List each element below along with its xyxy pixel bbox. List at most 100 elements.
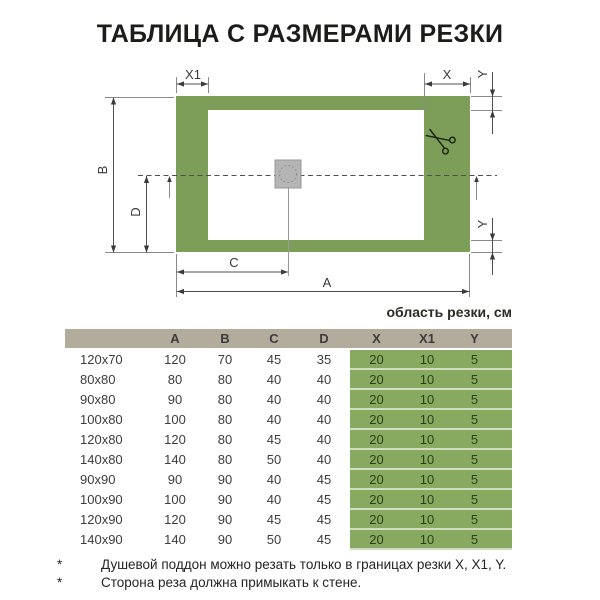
size-cell: 100x90 xyxy=(80,492,123,507)
dim-label-a: A xyxy=(323,275,332,290)
cutting-diagram: X1 X Y Y xyxy=(95,67,502,297)
value-cell: 40 xyxy=(266,412,282,427)
footnote-text: Сторона реза должна примыкать к стене. xyxy=(101,575,362,590)
table-row: 90x90 90 90 40 45 20 10 5 xyxy=(65,470,512,490)
dim-x: X xyxy=(424,67,471,110)
value-cell: 100 xyxy=(164,492,186,507)
drain-icon xyxy=(274,159,302,276)
value-cell: 45 xyxy=(266,512,282,527)
table-header-row: A B C D X X1 Y xyxy=(65,329,512,348)
size-table: A B C D X X1 Y 120x70 120 70 45 35 20 10 5 80x80 80 80 40… xyxy=(65,329,512,550)
scissors-icon xyxy=(425,128,456,155)
value-cell: 5 xyxy=(451,410,512,430)
cutting-area-label: область резки, см xyxy=(386,304,512,320)
value-cell: 100 xyxy=(164,412,186,427)
value-cell: 40 xyxy=(316,372,332,387)
value-cell: 45 xyxy=(316,532,332,547)
value-cell: 20 xyxy=(350,370,403,390)
value-cell: 80 xyxy=(217,412,233,427)
value-cell: 40 xyxy=(316,412,332,427)
value-cell: 40 xyxy=(266,472,282,487)
value-cell: 80 xyxy=(217,432,233,447)
table-row: 100x80 100 80 40 40 20 10 5 xyxy=(65,410,512,430)
value-cell: 40 xyxy=(266,392,282,407)
value-cell: 50 xyxy=(266,452,282,467)
size-cell: 90x80 xyxy=(80,392,116,407)
dim-y-top: Y xyxy=(471,69,502,134)
column-header-X1: X1 xyxy=(419,331,435,346)
value-cell: 90 xyxy=(217,492,233,507)
value-cell: 40 xyxy=(266,372,282,387)
dim-label-b: B xyxy=(95,166,110,175)
column-header-size xyxy=(65,329,150,348)
value-cell: 10 xyxy=(403,370,451,390)
size-cell: 120x80 xyxy=(80,432,123,447)
footnote-text: Душевой поддон можно резать только в гра… xyxy=(101,557,507,572)
value-cell: 140 xyxy=(164,452,186,467)
value-cell: 90 xyxy=(217,512,233,527)
value-cell: 20 xyxy=(350,350,403,370)
centerline-ticks xyxy=(167,176,479,200)
value-cell: 20 xyxy=(350,410,403,430)
table-row: 120x70 120 70 45 35 20 10 5 xyxy=(65,350,512,370)
dim-b: B xyxy=(95,97,174,253)
footnote: * Душевой поддон можно резать только в гр… xyxy=(57,556,567,574)
value-cell: 5 xyxy=(451,530,512,550)
value-cell: 10 xyxy=(403,470,451,490)
column-header-D: D xyxy=(319,331,329,346)
dim-label-c: C xyxy=(229,255,238,270)
value-cell: 90 xyxy=(217,532,233,547)
column-header-A: A xyxy=(170,331,180,346)
value-cell: 20 xyxy=(350,510,403,530)
value-cell: 120 xyxy=(164,352,186,367)
value-cell: 20 xyxy=(350,430,403,450)
size-cell: 100x80 xyxy=(80,412,123,427)
footnote-marker: * xyxy=(57,557,63,572)
value-cell: 10 xyxy=(403,510,451,530)
value-cell: 120 xyxy=(164,432,186,447)
value-cell: 10 xyxy=(403,530,451,550)
value-cell: 5 xyxy=(451,510,512,530)
value-cell: 10 xyxy=(403,350,451,370)
table-row: 140x80 140 80 50 40 20 10 5 xyxy=(65,450,512,470)
dim-label-y-top: Y xyxy=(475,69,490,78)
value-cell: 40 xyxy=(316,392,332,407)
value-cell: 5 xyxy=(451,350,512,370)
value-cell: 40 xyxy=(266,492,282,507)
dim-c: C xyxy=(176,254,288,297)
dim-y-bottom: Y xyxy=(471,218,502,275)
footnote-marker: * xyxy=(57,575,63,590)
dim-a: A xyxy=(176,254,470,297)
value-cell: 10 xyxy=(403,450,451,470)
value-cell: 35 xyxy=(316,352,332,367)
value-cell: 45 xyxy=(266,432,282,447)
value-cell: 10 xyxy=(403,490,451,510)
value-cell: 5 xyxy=(451,430,512,450)
value-cell: 45 xyxy=(316,512,332,527)
value-cell: 40 xyxy=(316,432,332,447)
size-cell: 140x90 xyxy=(80,532,123,547)
value-cell: 80 xyxy=(217,372,233,387)
table-row: 90x80 90 80 40 40 20 10 5 xyxy=(65,390,512,410)
value-cell: 20 xyxy=(350,530,403,550)
dim-label-d: D xyxy=(128,207,143,216)
value-cell: 120 xyxy=(164,512,186,527)
value-cell: 20 xyxy=(350,450,403,470)
value-cell: 5 xyxy=(451,390,512,410)
dim-x1: X1 xyxy=(176,67,209,93)
value-cell: 5 xyxy=(451,470,512,490)
size-cell: 80x80 xyxy=(80,372,116,387)
value-cell: 90 xyxy=(167,392,183,407)
footnote: * Сторона реза должна примыкать к стене. xyxy=(57,574,567,592)
value-cell: 10 xyxy=(403,430,451,450)
dim-label-x: X xyxy=(443,67,452,82)
value-cell: 45 xyxy=(266,352,282,367)
value-cell: 5 xyxy=(451,370,512,390)
value-cell: 80 xyxy=(217,452,233,467)
value-cell: 20 xyxy=(350,390,403,410)
value-cell: 5 xyxy=(451,490,512,510)
column-header-Y: Y xyxy=(470,331,479,346)
table-row: 100x90 100 90 40 45 20 10 5 xyxy=(65,490,512,510)
value-cell: 20 xyxy=(350,490,403,510)
